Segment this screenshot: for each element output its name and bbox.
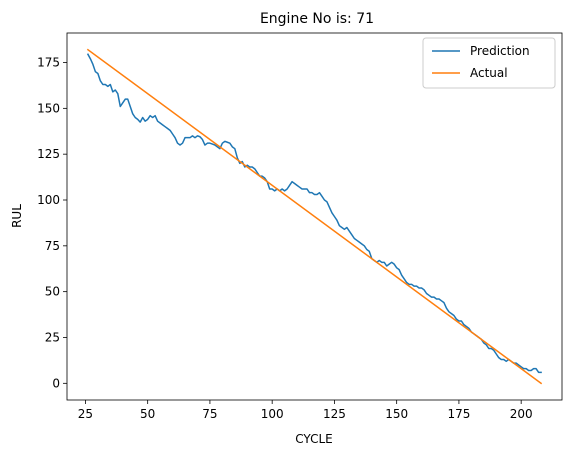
- x-tick-label: 200: [510, 407, 533, 421]
- legend-label-actual: Actual: [470, 66, 508, 80]
- x-tick-label: 125: [323, 407, 346, 421]
- x-tick-label: 50: [140, 407, 155, 421]
- y-tick-label: 125: [37, 147, 60, 161]
- chart-title: Engine No is: 71: [260, 11, 374, 27]
- y-tick-label: 100: [37, 193, 60, 207]
- series-line-prediction: [86, 53, 542, 374]
- y-tick-label: 150: [37, 101, 60, 115]
- y-tick-label: 25: [45, 330, 60, 344]
- y-axis-label: RUL: [10, 204, 24, 228]
- x-tick-label: 175: [447, 407, 470, 421]
- x-tick-label: 25: [78, 407, 93, 421]
- y-tick-label: 50: [45, 285, 60, 299]
- y-tick-label: 0: [52, 376, 60, 390]
- x-tick-label: 100: [261, 407, 284, 421]
- y-tick-label: 75: [45, 239, 60, 253]
- legend: Prediction Actual: [422, 37, 556, 89]
- axes-frame: [66, 32, 563, 401]
- x-tick-label: 150: [385, 407, 408, 421]
- series-line-actual: [86, 48, 543, 385]
- legend-label-prediction: Prediction: [470, 44, 530, 58]
- x-tick-label: 75: [202, 407, 217, 421]
- x-axis-label: CYCLE: [295, 432, 333, 446]
- plot-area: 25 50 75 100 125 150 175 200 0 25 50 75 100 125 150 175: [37, 32, 563, 421]
- y-tick-label: 175: [37, 56, 60, 70]
